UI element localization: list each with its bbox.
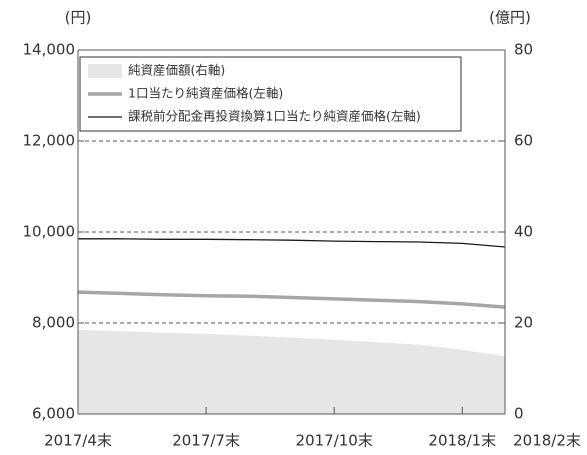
legend-label: 1口当たり純資産価格(左軸) (128, 86, 283, 101)
y-tick-label: 8,000 (32, 314, 75, 332)
area (78, 329, 505, 414)
y-tick-label: 14,000 (23, 41, 76, 59)
axes: 6,000 8,000 10,000 12,000 14,000 0 20 40 60 80 201… (23, 41, 581, 450)
x-tick-label: 2018/2末 (513, 432, 581, 450)
y2-tick-label: 80 (514, 41, 533, 59)
line (78, 238, 506, 248)
x-tick-label: 2017/4末 (44, 432, 112, 450)
legend-swatch (88, 64, 122, 78)
y2-tick-label: 60 (514, 132, 533, 150)
y-tick-label: 12,000 (23, 132, 76, 150)
legend-box (79, 56, 462, 132)
x-tick-label: 2018/1末 (428, 432, 496, 450)
y2-tick-label: 20 (514, 314, 533, 332)
y-tick-label: 10,000 (23, 223, 76, 241)
legend-label: 課税前分配金再投資換算1口当たり純資産価格(左軸) (128, 109, 421, 124)
legend-label: 純資産価額(右軸) (128, 63, 225, 78)
x-tick-label: 2017/10末 (296, 432, 373, 450)
y2-tick-label: 40 (514, 223, 533, 241)
line (77, 290, 506, 309)
plot (77, 238, 506, 414)
legend: 純資産価額(右軸) 1口当たり純資産価格(左軸) 課税前分配金再投資換算1口当たり純… (79, 56, 462, 132)
y-axis-label: (円) (65, 9, 92, 27)
x-tick-label: 2017/7末 (172, 432, 240, 450)
y-tick-label: 6,000 (32, 405, 75, 423)
y2-axis-label: (億円) (489, 9, 531, 27)
y2-tick-label: 0 (514, 405, 524, 423)
